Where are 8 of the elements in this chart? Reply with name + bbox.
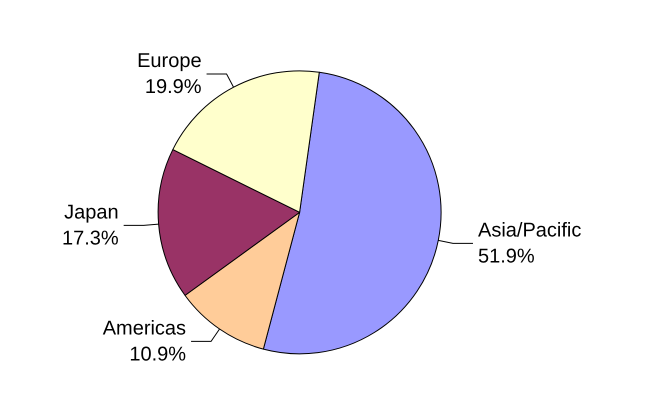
slice-label: Americas xyxy=(102,317,186,340)
slice-label: Asia/Pacific xyxy=(478,219,582,242)
data-label: 19.9% xyxy=(144,76,202,98)
data-label: 17.3% xyxy=(62,227,119,250)
data-label: 10.9% xyxy=(129,343,186,366)
slice-label: Europe xyxy=(137,50,202,72)
data-label: 51.9% xyxy=(478,245,535,268)
slice-label: Japan xyxy=(64,201,119,224)
